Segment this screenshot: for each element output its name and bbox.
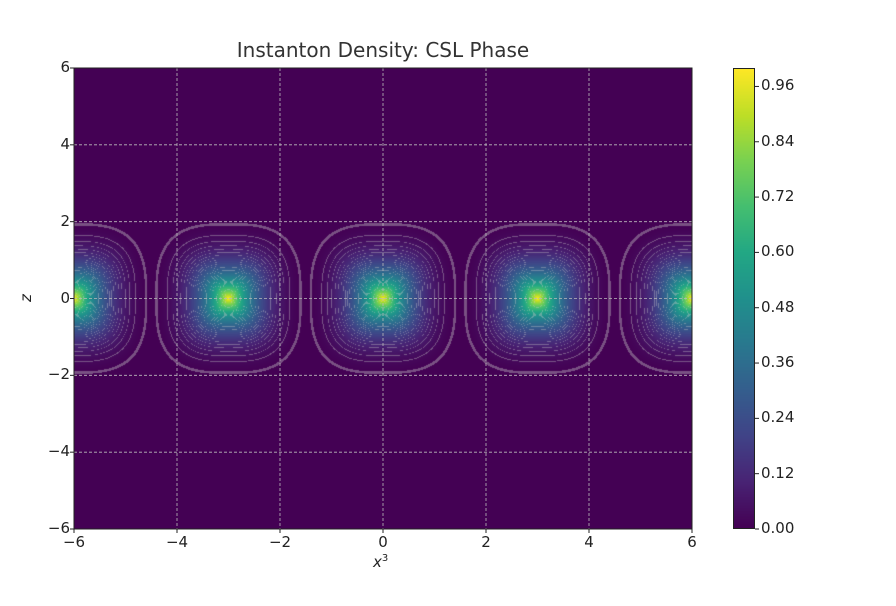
- y-tick-label: −6: [47, 519, 70, 537]
- colorbar-tick-label: 0.00: [761, 519, 795, 537]
- chart-title: Instanton Density: CSL Phase: [236, 38, 530, 62]
- y-tick-label: −2: [47, 365, 70, 384]
- y-tick-label: −4: [47, 442, 70, 461]
- colorbar-tick-label: 0.60: [761, 242, 795, 261]
- colorbar-tick-label: 0.48: [761, 297, 795, 316]
- x-axis-label-superscript: 3: [381, 553, 389, 564]
- x-tick-label: 0: [378, 533, 388, 551]
- y-axis-label: z: [16, 294, 35, 302]
- x-tick-label: 6: [687, 533, 697, 551]
- colorbar-tick-label: 0.24: [761, 408, 795, 427]
- plot-frame: [73, 67, 693, 530]
- x-tick-label: −6: [62, 533, 86, 551]
- colorbar-tick-label: 0.84: [761, 131, 795, 150]
- y-tick-label: 6: [60, 58, 70, 76]
- colorbar: [733, 68, 755, 529]
- x-axis-label-text: x: [373, 553, 382, 571]
- y-tick-label: 2: [60, 211, 70, 230]
- x-tick-label: −4: [165, 533, 189, 551]
- x-tick-label: 2: [481, 533, 491, 551]
- x-tick-label: 4: [584, 533, 594, 551]
- y-tick-label: 4: [60, 134, 70, 153]
- colorbar-tick-label: 0.12: [761, 463, 795, 482]
- x-axis-label: x3: [373, 553, 388, 571]
- colorbar-tick-label: 0.36: [761, 353, 795, 372]
- colorbar-tick-label: 0.96: [761, 76, 795, 95]
- x-tick-label: −2: [268, 533, 292, 551]
- y-tick-label: 0: [60, 288, 70, 307]
- colorbar-tick-label: 0.72: [761, 187, 795, 206]
